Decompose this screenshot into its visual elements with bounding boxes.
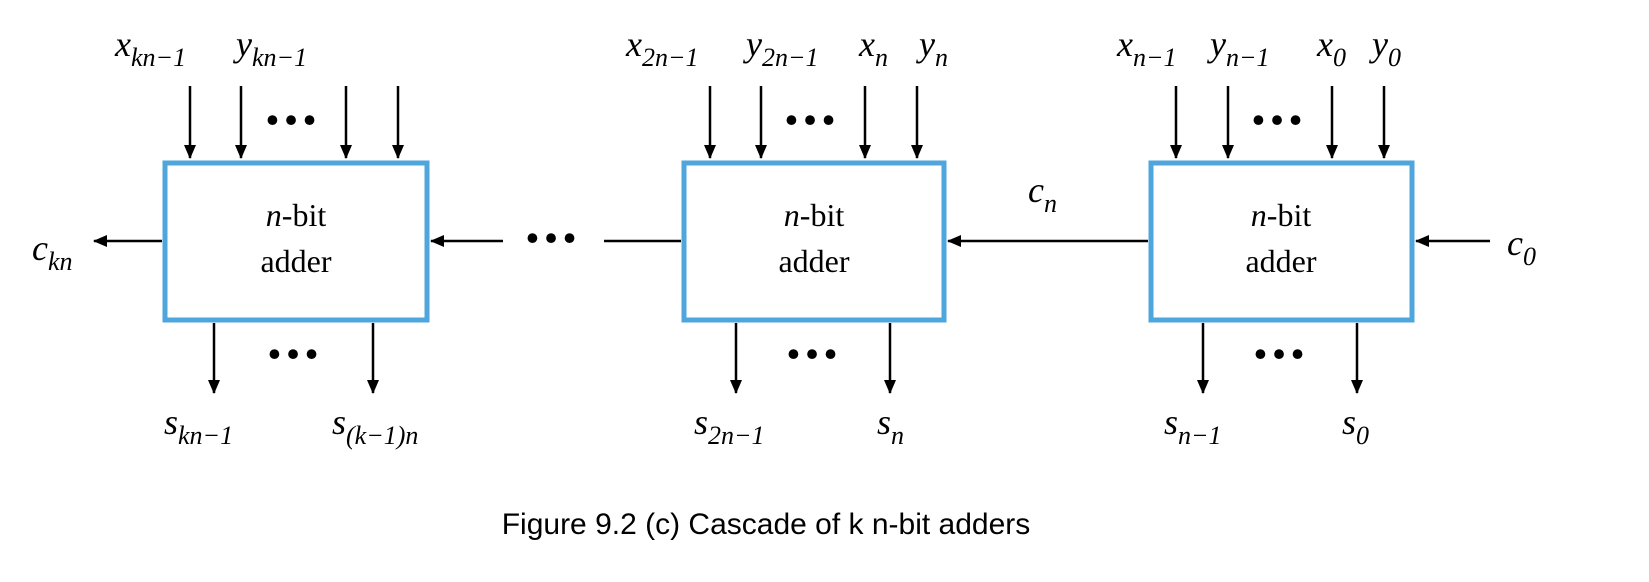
- adder-2-box: [681, 160, 947, 323]
- adder-3-box: [1148, 160, 1415, 323]
- figure-caption: Figure 9.2 (c) Cascade of k n-bit adders: [502, 508, 1031, 541]
- carry-n-label: cn: [1028, 170, 1057, 218]
- adder-2-input-ellipsis: •••: [785, 100, 841, 140]
- adder-block-3: n-bit adder: [1148, 160, 1415, 323]
- adder-2-label-line2: adder: [778, 243, 849, 279]
- adder-1-input-ellipsis: •••: [266, 100, 322, 140]
- adder-2-input-label-y-msb: y2n−1: [743, 24, 819, 72]
- adder-3-label-line2: adder: [1245, 243, 1316, 279]
- adder-1-output-ellipsis: •••: [268, 334, 324, 374]
- adder-block-2: n-bit adder: [681, 160, 947, 323]
- adder-3-output-label-msb: sn−1: [1164, 402, 1222, 450]
- adder-2-label-line1: n-bit: [784, 197, 845, 233]
- adder-1-input-label-y: ykn−1: [233, 24, 307, 72]
- adder-2-input-label-x-lsb: xn: [858, 24, 888, 72]
- adder-3-output-label-lsb: s0: [1342, 402, 1369, 450]
- adder-3-output-ellipsis: •••: [1254, 334, 1310, 374]
- adder-2-output-label-lsb: sn: [877, 402, 904, 450]
- adder-3-input-label-y-lsb: y0: [1369, 24, 1401, 72]
- adder-3-label-line1: n-bit: [1251, 197, 1312, 233]
- carry-chain-ellipsis: •••: [526, 218, 582, 258]
- adder-2-input-label-y-lsb: yn: [916, 24, 948, 72]
- adder-1-box: [162, 160, 430, 323]
- adder-3-input-label-x-lsb: x0: [1316, 24, 1346, 72]
- adder-block-1: n-bit adder: [162, 160, 430, 323]
- adder-1-label-line2: adder: [260, 243, 331, 279]
- adder-3-input-ellipsis: •••: [1252, 100, 1308, 140]
- adder-2-input-label-x-msb: x2n−1: [625, 24, 699, 72]
- adder-1-output-label-lsb: s(k−1)n: [332, 402, 418, 450]
- adder-1-output-label-msb: skn−1: [164, 402, 233, 450]
- adder-3-input-label-x-msb: xn−1: [1116, 24, 1177, 72]
- adder-2-output-ellipsis: •••: [787, 334, 843, 374]
- carry-out-label: ckn: [32, 228, 73, 276]
- adder-1-label-line1: n-bit: [266, 197, 327, 233]
- adder-1-input-label-x: xkn−1: [114, 24, 186, 72]
- adder-2-output-label-msb: s2n−1: [694, 402, 765, 450]
- adder-3-input-label-y-msb: yn−1: [1207, 24, 1270, 72]
- carry-in-label: c0: [1507, 223, 1536, 271]
